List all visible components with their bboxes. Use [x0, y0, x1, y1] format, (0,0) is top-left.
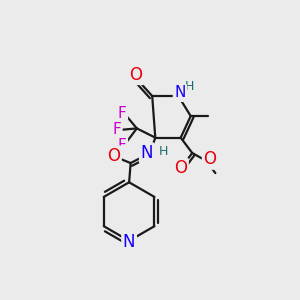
Text: F: F [118, 138, 127, 153]
Text: O: O [107, 147, 120, 165]
Text: N: N [123, 233, 135, 251]
Text: N: N [141, 144, 153, 162]
Text: O: O [174, 159, 187, 177]
Text: N: N [174, 85, 186, 100]
Text: F: F [118, 106, 127, 121]
Text: H: H [159, 145, 169, 158]
Text: O: O [130, 65, 142, 83]
Text: F: F [112, 122, 121, 137]
Text: O: O [203, 150, 217, 168]
Text: H: H [184, 80, 194, 93]
